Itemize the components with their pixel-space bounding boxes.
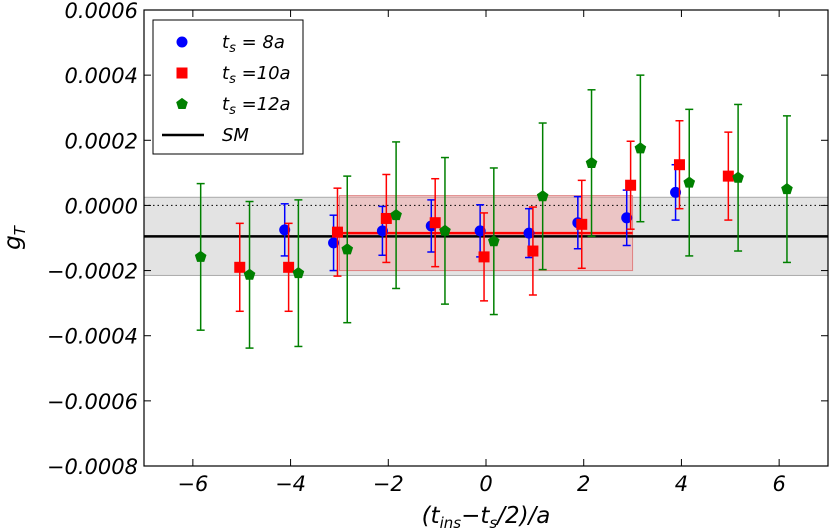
series-10a-point-5-marker: [478, 251, 490, 263]
y-tick-label-5: −0.0004: [47, 325, 138, 349]
series-12a-point-10-marker: [683, 176, 696, 188]
series-10a-point-2-marker: [331, 226, 343, 238]
legend-marker-12a: [176, 97, 188, 109]
reference-lines-layer: [144, 204, 828, 238]
series-8a-point-7-marker: [621, 212, 633, 224]
y-tick-label-7: −0.0008: [47, 455, 138, 479]
series-10a-point-0-marker: [234, 261, 246, 273]
y-tick-label-3: 0.0000: [65, 194, 138, 218]
legend-label-8a: ts = 8a: [222, 32, 285, 56]
series-12a-point-7-marker: [536, 190, 549, 202]
y-tick-label-1: 0.0004: [65, 64, 138, 88]
y-axis-label: gT: [0, 224, 29, 250]
series-12a-point-12-marker: [781, 183, 793, 195]
series-8a-point-2-marker: [376, 225, 388, 237]
y-tick-label-0: 0.0006: [65, 0, 138, 23]
x-axis-label: (tins−ts/2)/a: [422, 503, 551, 531]
x-tick-label-1: −4: [275, 472, 306, 496]
x-tick-label-3: 0: [479, 472, 492, 496]
series-10a-point-7-marker: [576, 218, 588, 230]
series-12a-point-3-marker: [341, 243, 354, 255]
x-tick-label-6: 6: [772, 472, 785, 496]
x-tick-label-4: 2: [577, 472, 590, 496]
series-10a-point-10-marker: [722, 170, 734, 182]
series-10a-point-8-marker: [625, 179, 637, 191]
series-12a-point-5-marker: [439, 224, 451, 236]
series-10a-point-4-marker: [429, 217, 441, 229]
legend-items: ts = 8a ts =10a ts =12a SM: [162, 32, 291, 146]
legend-marker-8a: [176, 36, 188, 48]
legend-label-sm: SM: [222, 125, 249, 146]
series-12a-point-11-marker: [732, 171, 744, 183]
x-tick-label-5: 4: [675, 472, 688, 496]
series-8a-point-1-marker: [328, 237, 340, 249]
series-12a-point-1-marker: [243, 268, 256, 280]
series-10a-point-6-marker: [527, 245, 539, 257]
x-tick-label-0: −6: [177, 472, 208, 496]
series-12a-point-6-marker: [488, 235, 500, 247]
series-12a-point-0-marker: [194, 250, 207, 262]
y-tick-label-4: −0.0002: [47, 260, 138, 284]
series-12a-point-4-marker: [390, 209, 402, 221]
series-8a-point-5-marker: [523, 227, 535, 239]
y-tick-label-6: −0.0006: [47, 390, 138, 414]
x-tick-label-2: −2: [373, 472, 404, 496]
legend-label-10a: ts =10a: [222, 63, 291, 87]
series-8a-point-4-marker: [474, 225, 486, 237]
data-points-layer: [194, 74, 793, 349]
series-8a-point-0-marker: [279, 224, 291, 236]
legend-marker-10a: [176, 67, 188, 79]
series-8a-point-8-marker: [670, 186, 682, 198]
legend-label-12a: ts =12a: [222, 94, 291, 118]
series-12a-point-9-marker: [634, 142, 647, 154]
series-10a-point-3-marker: [380, 212, 392, 224]
ticks-layer: −6 −4 −2 0 2 4 6 0.0006 0.0004 0.0002 0.0000 −0.000…: [47, 0, 828, 496]
legend: ts = 8a ts =10a ts =12a SM: [152, 19, 304, 155]
series-12a-point-8-marker: [585, 156, 598, 169]
series-10a-point-1-marker: [283, 261, 295, 273]
series-12a-point-2-marker: [292, 267, 305, 279]
y-tick-label-2: 0.0002: [65, 129, 138, 153]
series-10a-point-9-marker: [673, 159, 685, 171]
